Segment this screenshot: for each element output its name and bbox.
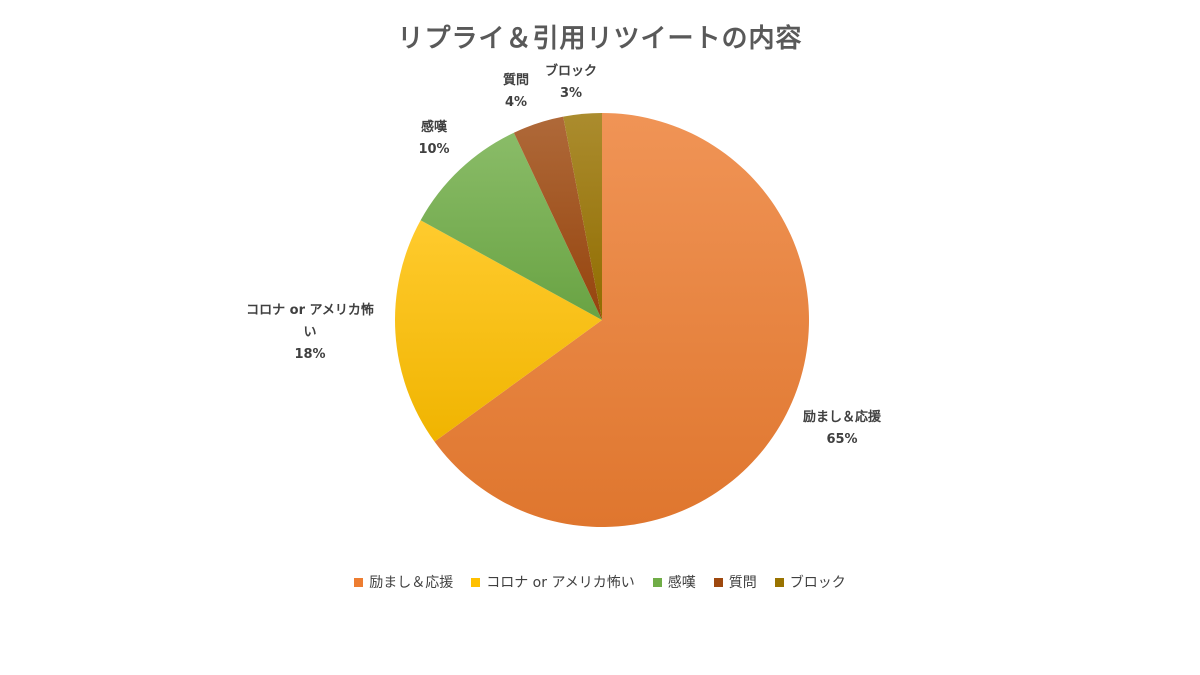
chart-title: リプライ＆引用リツイートの内容: [397, 24, 803, 54]
chart-legend: 励まし＆応援 コロナ or アメリカ怖い 感嘆 質問 ブロック: [0, 572, 1200, 592]
pie-slice: [395, 220, 602, 442]
legend-swatch: [354, 577, 364, 587]
pie-slice: [420, 132, 602, 320]
slice-label: コロナ or アメリカ怖い 18%: [246, 302, 374, 362]
slice-label: 質問 4%: [503, 72, 529, 110]
legend-label: コロナ or アメリカ怖い: [486, 575, 635, 591]
legend-label: 感嘆: [667, 575, 696, 591]
legend-item: 質問: [713, 572, 757, 592]
legend-item: 励まし＆応援: [354, 572, 453, 592]
slice-label: ブロック 3%: [545, 63, 597, 101]
legend-item: 感嘆: [652, 572, 696, 592]
pie-slice: [563, 113, 602, 320]
legend-swatch: [471, 577, 481, 587]
legend-item: ブロック: [774, 572, 846, 592]
legend-swatch: [713, 577, 723, 587]
legend-label: 励まし＆応援: [369, 575, 454, 591]
legend-item: コロナ or アメリカ怖い: [471, 572, 635, 592]
legend-label: ブロック: [789, 575, 846, 591]
legend-swatch: [774, 577, 784, 587]
slice-label: 感嘆 10%: [418, 119, 449, 157]
legend-swatch: [652, 577, 662, 587]
legend-label: 質問: [728, 575, 757, 591]
pie-slice: [434, 113, 809, 528]
slice-label: 励まし＆応援 65%: [803, 409, 882, 447]
pie-slice: [513, 116, 602, 321]
